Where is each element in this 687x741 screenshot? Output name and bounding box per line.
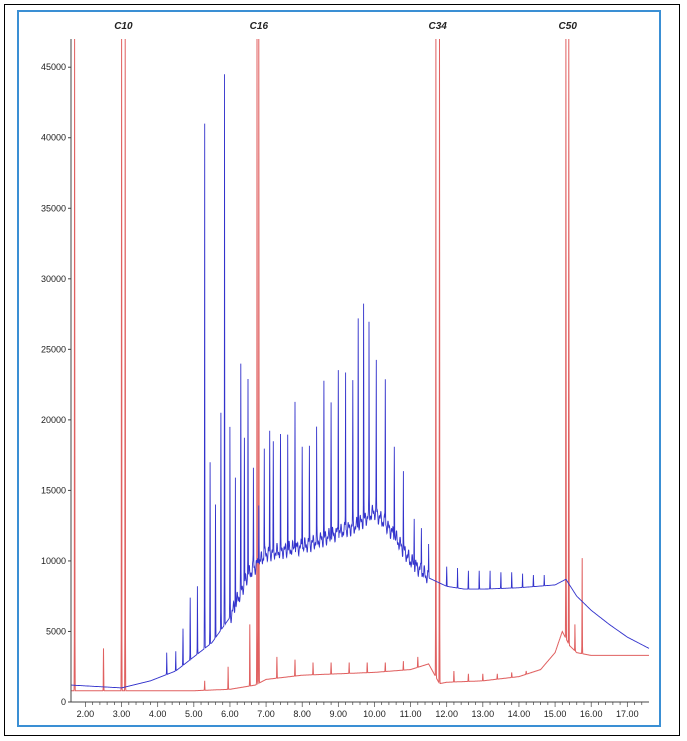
x-tick-label: 3.00	[113, 709, 131, 719]
y-tick-label: 0	[61, 697, 66, 707]
peak-label-c34: C34	[428, 21, 447, 32]
x-tick-label: 11.00	[400, 709, 422, 719]
x-tick-label: 8.00	[293, 709, 311, 719]
chromatogram-chart: 0 5000 10000 15000 20000 25000 30000 35000 40000…	[41, 21, 650, 719]
x-tick-label: 7.00	[257, 709, 275, 719]
chart-panel: 0 5000 10000 15000 20000 25000 30000 35000 40000…	[17, 10, 661, 727]
series-line-0	[71, 38, 649, 692]
y-tick-label: 35000	[41, 203, 66, 213]
x-tick-label: 6.00	[221, 709, 239, 719]
x-tick-label: 5.00	[185, 709, 203, 719]
axis-layer: 0 5000 10000 15000 20000 25000 30000 35000 40000…	[41, 39, 649, 719]
x-tick-label: 17.00	[616, 709, 639, 719]
x-tick-label: 15.00	[544, 709, 567, 719]
y-tick-label: 25000	[41, 344, 66, 354]
x-tick-label: 16.00	[580, 709, 603, 719]
y-tick-label: 5000	[46, 626, 66, 636]
y-tick-label: 10000	[41, 556, 66, 566]
x-tick-label: 12.00	[435, 709, 458, 719]
x-tick-label: 9.00	[330, 709, 348, 719]
y-tick-label: 15000	[41, 485, 66, 495]
y-tick-label: 30000	[41, 274, 66, 284]
x-tick-label: 10.00	[363, 709, 386, 719]
x-tick-label: 13.00	[472, 709, 495, 719]
series-layer	[71, 38, 650, 692]
series-line-1	[71, 74, 650, 689]
peak-label-c10: C10	[114, 21, 133, 32]
peak-label-layer: C10 C16 C34 C50	[114, 21, 577, 32]
y-tick-label: 40000	[41, 133, 66, 143]
x-tick-label: 14.00	[508, 709, 531, 719]
x-tick-label: 2.00	[77, 709, 95, 719]
y-tick-label: 45000	[41, 62, 66, 72]
peak-label-c50: C50	[559, 21, 578, 32]
page-frame: 0 5000 10000 15000 20000 25000 30000 35000 40000…	[4, 4, 680, 736]
y-tick-label: 20000	[41, 415, 66, 425]
peak-label-c16: C16	[250, 21, 269, 32]
x-tick-label: 4.00	[149, 709, 167, 719]
